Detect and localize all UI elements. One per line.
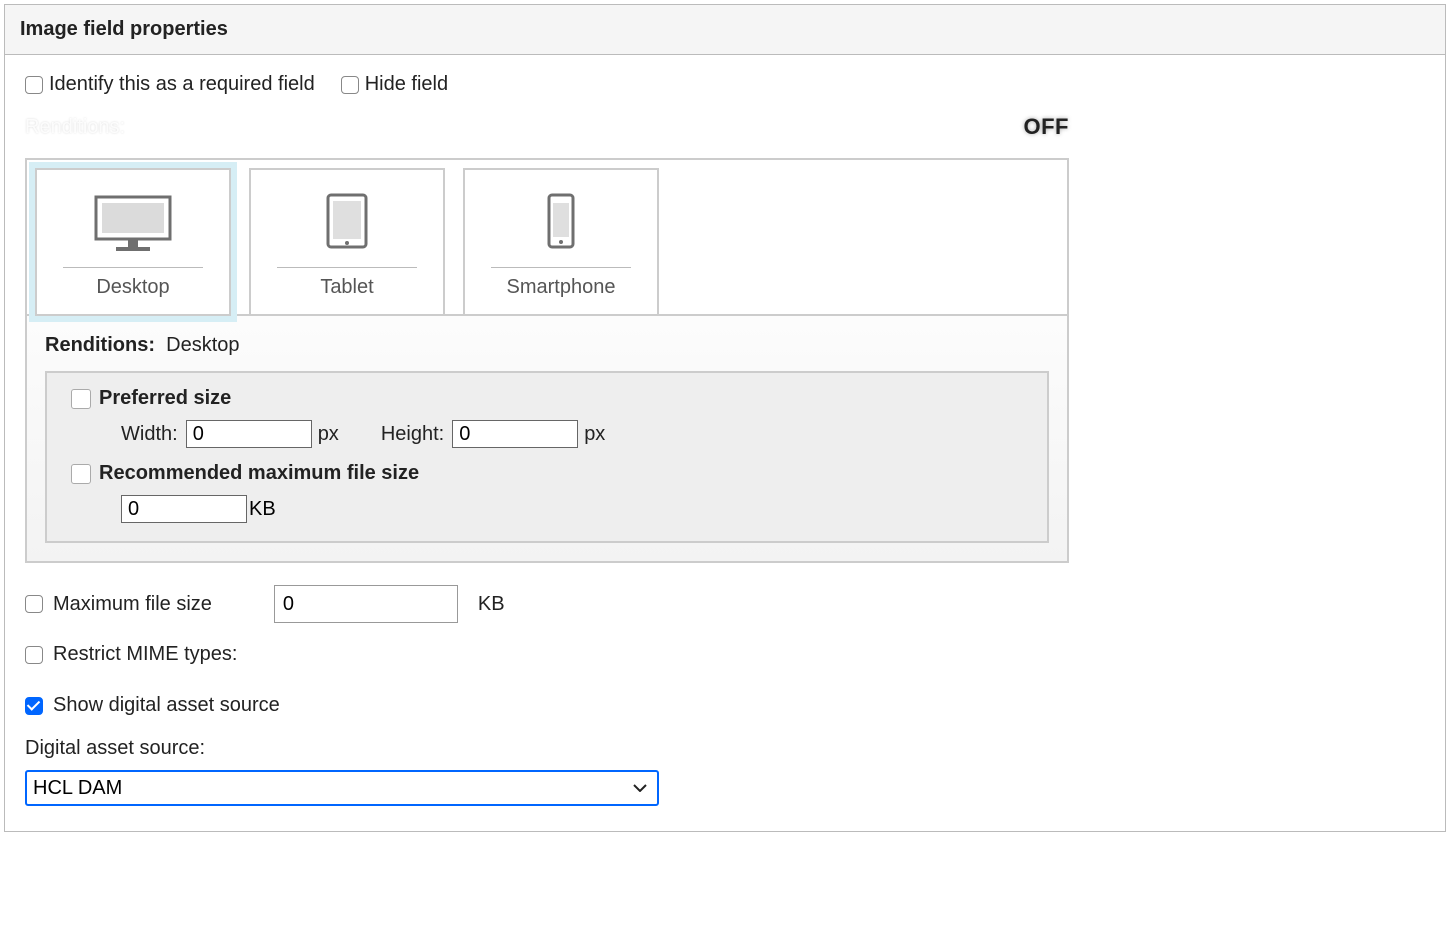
renditions-toggle-state[interactable]: OFF	[1024, 114, 1070, 140]
required-field-checkbox[interactable]	[25, 76, 43, 94]
show-das-row: Show digital asset source	[25, 694, 1425, 717]
device-tab-smartphone[interactable]: Smartphone	[463, 168, 659, 316]
preferred-size-checkbox[interactable]	[71, 389, 91, 409]
device-tab-desktop[interactable]: Desktop	[35, 168, 231, 316]
hide-field-checkbox[interactable]	[341, 76, 359, 94]
renditions-toggle-row: Renditions: OFF	[25, 114, 1069, 140]
rec-max-label: Recommended maximum file size	[99, 462, 419, 485]
preferred-size-label: Preferred size	[99, 387, 231, 410]
das-label: Digital asset source:	[25, 737, 1425, 760]
show-das-label: Show digital asset source	[53, 694, 280, 717]
tab-divider	[277, 267, 417, 268]
show-das-checkbox[interactable]	[25, 697, 43, 715]
required-field-label: Identify this as a required field	[49, 73, 315, 96]
renditions-box: Preferred size Width: px Height: px Reco…	[45, 371, 1049, 543]
renditions-toggle-label: Renditions:	[25, 116, 125, 139]
desktop-icon	[88, 185, 178, 261]
panel-title: Image field properties	[5, 5, 1445, 55]
smartphone-icon	[541, 185, 581, 261]
rec-max-row: Recommended maximum file size	[71, 462, 1023, 485]
renditions-inner: Renditions: Desktop Preferred size Width…	[27, 316, 1067, 561]
height-input[interactable]	[452, 420, 578, 448]
renditions-title-value: Desktop	[166, 334, 239, 356]
device-tab-desktop-label: Desktop	[96, 276, 169, 299]
rec-max-input[interactable]	[121, 495, 247, 523]
preferred-size-inputs: Width: px Height: px	[121, 420, 1023, 448]
below-renditions: Maximum file size KB Restrict MIME types…	[25, 585, 1425, 806]
top-checkbox-row: Identify this as a required field Hide f…	[25, 73, 1425, 96]
mime-label: Restrict MIME types:	[53, 643, 237, 666]
hide-field-item: Hide field	[341, 73, 448, 96]
panel-body: Identify this as a required field Hide f…	[5, 55, 1445, 831]
device-tab-tablet-label: Tablet	[320, 276, 373, 299]
renditions-title: Renditions: Desktop	[45, 334, 1049, 357]
mime-checkbox[interactable]	[25, 646, 43, 664]
max-file-size-row: Maximum file size KB	[25, 585, 1425, 623]
tab-divider	[63, 267, 203, 268]
max-file-size-input[interactable]	[274, 585, 458, 623]
height-label: Height:	[381, 423, 444, 446]
image-field-properties-panel: Image field properties Identify this as …	[4, 4, 1446, 832]
max-file-size-unit: KB	[478, 593, 505, 616]
max-file-size-label: Maximum file size	[53, 593, 212, 616]
das-select[interactable]: HCL DAM	[25, 770, 659, 806]
mime-row: Restrict MIME types:	[25, 643, 1425, 666]
renditions-container: Desktop Tablet	[25, 158, 1069, 563]
device-tab-smartphone-label: Smartphone	[507, 276, 616, 299]
max-file-size-checkbox[interactable]	[25, 595, 43, 613]
tab-divider	[491, 267, 631, 268]
rec-max-unit: KB	[249, 498, 276, 521]
width-label: Width:	[121, 423, 178, 446]
device-tab-tablet[interactable]: Tablet	[249, 168, 445, 316]
rec-max-checkbox[interactable]	[71, 464, 91, 484]
device-tabs: Desktop Tablet	[27, 160, 1067, 316]
tablet-icon	[320, 185, 374, 261]
width-unit: px	[318, 423, 339, 446]
hide-field-label: Hide field	[365, 73, 448, 96]
height-unit: px	[584, 423, 605, 446]
rec-max-input-row: KB	[121, 495, 1023, 523]
width-input[interactable]	[186, 420, 312, 448]
required-field-item: Identify this as a required field	[25, 73, 315, 96]
renditions-title-prefix: Renditions:	[45, 334, 155, 356]
preferred-size-row: Preferred size	[71, 387, 1023, 410]
